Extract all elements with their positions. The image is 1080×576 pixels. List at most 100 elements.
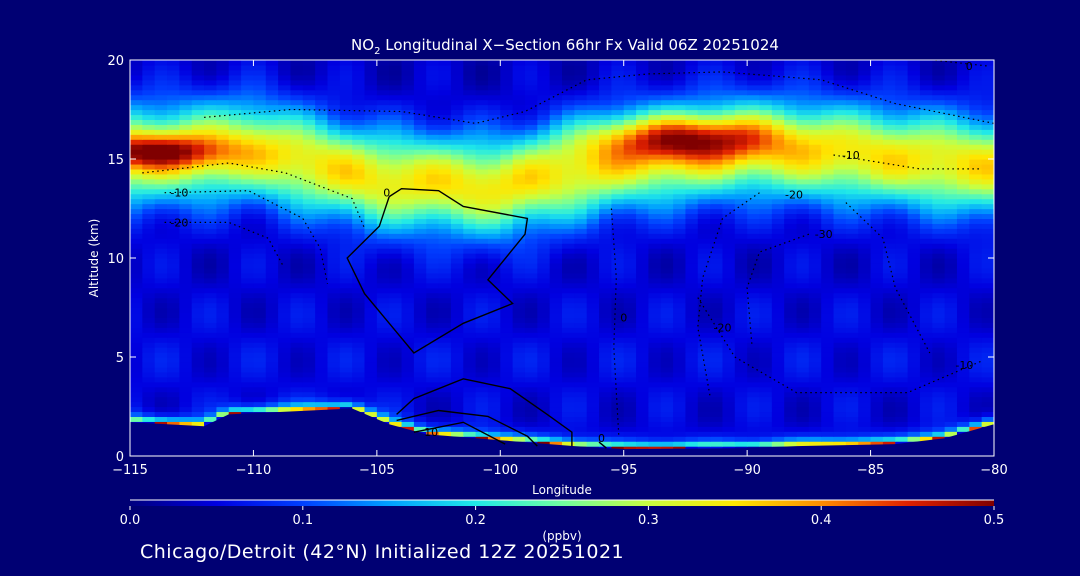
heatmap-cell [944, 124, 958, 130]
heatmap-cell [228, 149, 242, 155]
heatmap-cell [648, 178, 662, 185]
heatmap-cell [747, 317, 761, 323]
heatmap-cell [673, 213, 687, 219]
heatmap-cell [130, 391, 143, 398]
heatmap-cell [475, 406, 489, 413]
heatmap-cell [216, 233, 230, 239]
heatmap-cell [870, 124, 884, 130]
heatmap-cell [648, 277, 662, 284]
heatmap-cell [599, 287, 612, 294]
heatmap-cell [302, 139, 316, 145]
heatmap-cell [697, 371, 711, 378]
heatmap-cell [265, 262, 279, 269]
heatmap-cell [339, 144, 353, 150]
heatmap-cell [315, 302, 329, 309]
heatmap-cell [475, 159, 489, 165]
heatmap-cell [537, 357, 551, 363]
heatmap-cell [858, 302, 872, 309]
heatmap-cell [438, 282, 452, 289]
heatmap-cell [562, 233, 575, 239]
heatmap-cell [784, 282, 798, 289]
heatmap-cell [747, 238, 761, 244]
heatmap-cell [450, 223, 464, 229]
heatmap-cell [389, 352, 403, 358]
heatmap-cell [833, 401, 847, 408]
heatmap-cell [623, 258, 637, 264]
heatmap-cell [858, 411, 872, 417]
heatmap-cell [981, 134, 994, 140]
heatmap-cell [845, 416, 859, 422]
heatmap-cell [389, 243, 403, 249]
heatmap-cell [154, 253, 168, 259]
heatmap-cell [919, 337, 933, 343]
heatmap-cell [636, 391, 649, 398]
heatmap-cell [796, 426, 810, 432]
heatmap-cell [475, 381, 489, 388]
heatmap-cell [426, 272, 440, 279]
heatmap-cell [253, 243, 267, 249]
heatmap-cell [549, 421, 563, 427]
heatmap-cell [426, 262, 440, 269]
heatmap-cell [611, 183, 625, 190]
heatmap-cell [401, 183, 415, 190]
heatmap-cell [956, 173, 970, 180]
heatmap-cell [537, 282, 551, 289]
heatmap-cell [228, 332, 242, 338]
heatmap-cell [685, 297, 699, 304]
heatmap-cell [142, 401, 156, 408]
heatmap-cell [710, 302, 724, 309]
heatmap-cell [623, 381, 637, 388]
heatmap-cell [562, 159, 575, 165]
heatmap-cell [808, 421, 822, 427]
heatmap-cell [191, 129, 205, 135]
heatmap-cell [981, 366, 994, 373]
heatmap-cell [808, 282, 822, 289]
heatmap-cell [426, 317, 440, 323]
heatmap-cell [722, 282, 736, 289]
heatmap-cell [685, 114, 699, 120]
heatmap-cell [179, 292, 193, 299]
heatmap-cell [290, 129, 304, 135]
heatmap-cell [475, 307, 489, 314]
heatmap-cell [710, 198, 724, 205]
heatmap-cell [216, 327, 230, 333]
heatmap-cell [586, 431, 600, 437]
heatmap-cell [426, 297, 440, 304]
heatmap-cell [438, 183, 452, 190]
heatmap-cell [204, 258, 217, 264]
heatmap-cell [167, 267, 180, 274]
heatmap-cell [673, 441, 687, 447]
heatmap-cell [907, 109, 921, 116]
heatmap-cell [327, 347, 341, 353]
heatmap-cell [413, 272, 427, 279]
heatmap-cell [919, 223, 933, 229]
heatmap-cell [808, 114, 822, 120]
heatmap-cell [784, 203, 798, 210]
heatmap-cell [710, 327, 724, 333]
heatmap-cell [364, 163, 378, 170]
heatmap-cell [673, 208, 687, 215]
heatmap-cell [253, 149, 267, 155]
heatmap-cell [500, 342, 514, 348]
heatmap-cell [858, 386, 872, 393]
heatmap-cell [290, 124, 304, 130]
heatmap-cell [339, 178, 353, 185]
heatmap-cell [512, 109, 526, 116]
heatmap-cell [524, 327, 538, 333]
heatmap-cell [969, 163, 983, 170]
heatmap-cell [599, 104, 612, 111]
heatmap-cell [981, 144, 994, 150]
heatmap-cell [524, 421, 538, 427]
heatmap-cell [808, 337, 822, 343]
heatmap-cell [574, 198, 588, 205]
heatmap-cell [562, 124, 575, 130]
heatmap-cell [636, 312, 649, 318]
heatmap-cell [981, 124, 994, 130]
heatmap-cell [771, 347, 785, 353]
heatmap-cell [932, 347, 946, 353]
heatmap-cell [512, 421, 526, 427]
heatmap-cell [574, 104, 588, 111]
heatmap-cell [845, 267, 859, 274]
heatmap-cell [389, 109, 403, 116]
heatmap-cell [376, 287, 390, 294]
